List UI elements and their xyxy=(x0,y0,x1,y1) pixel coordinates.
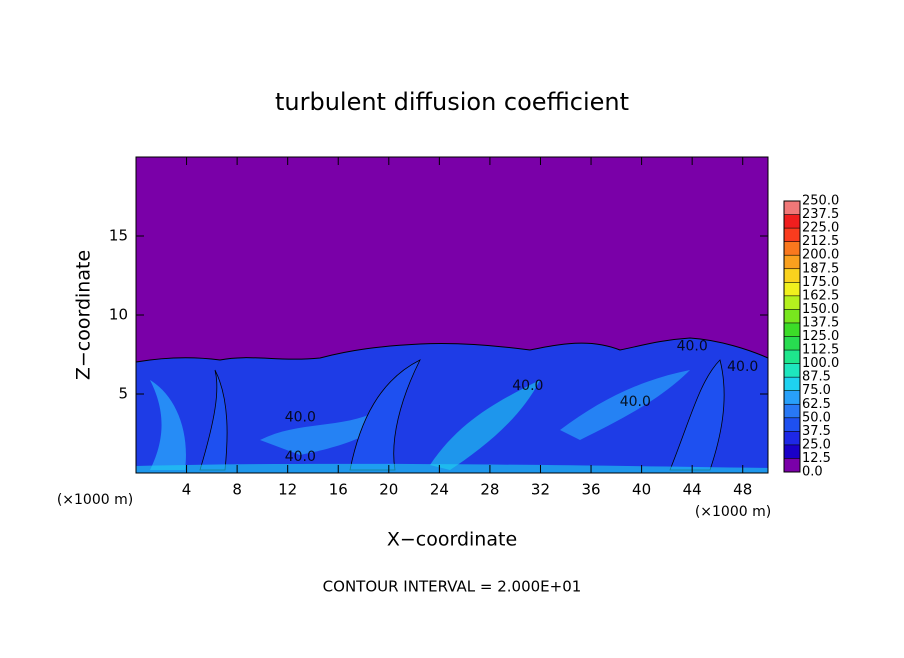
colorbar-bin xyxy=(784,431,800,445)
x-tick-label: 12 xyxy=(278,481,297,499)
x-axis-title: X−coordinate xyxy=(387,529,517,551)
colorbar-bin xyxy=(784,444,800,459)
contour-label: 40.0 xyxy=(285,449,316,465)
x-tick-label: 44 xyxy=(683,481,702,499)
chart-title: turbulent diffusion coefficient xyxy=(275,88,629,116)
colorbar-bin xyxy=(784,255,800,269)
colorbar-label: 125.0 xyxy=(802,329,839,344)
y-tick-label: 5 xyxy=(118,385,128,403)
x-unit-label: (×1000 m) xyxy=(695,504,771,520)
colorbar-bin xyxy=(784,295,800,310)
x-tick-label: 40 xyxy=(632,481,651,499)
colorbar-bin xyxy=(784,458,800,472)
colorbar-label: 50.0 xyxy=(802,410,831,425)
colorbar-bin xyxy=(784,363,800,378)
contour-label: 40.0 xyxy=(285,410,316,426)
y-tick-label: 15 xyxy=(109,227,128,245)
colorbar-label: 100.0 xyxy=(802,356,839,371)
colorbar-label: 162.5 xyxy=(802,288,839,303)
x-tick-label: 24 xyxy=(430,481,449,499)
x-tick-label: 48 xyxy=(733,481,752,499)
colorbar-bin xyxy=(784,214,800,229)
colorbar-bin xyxy=(784,336,800,351)
colorbar-bin xyxy=(784,241,800,256)
turbulent-region xyxy=(135,337,769,474)
footer-note: CONTOUR INTERVAL = 2.000E+01 xyxy=(323,578,582,596)
colorbar-label: 200.0 xyxy=(802,248,839,263)
colorbar-label: 212.5 xyxy=(802,234,839,249)
colorbar-label: 237.5 xyxy=(802,207,839,222)
contour-label: 40.0 xyxy=(727,359,758,375)
colorbar-label: 25.0 xyxy=(802,437,831,452)
colorbar-label: 62.5 xyxy=(802,397,831,412)
x-tick-label: 20 xyxy=(379,481,398,499)
contour-label: 40.0 xyxy=(512,378,543,394)
colorbar-label: 0.0 xyxy=(802,465,823,480)
colorbar-label: 112.5 xyxy=(802,343,839,358)
colorbar-bin xyxy=(784,417,800,432)
colorbar-label: 37.5 xyxy=(802,424,831,439)
colorbar-bin xyxy=(784,377,800,391)
colorbar-label: 150.0 xyxy=(802,302,839,317)
colorbar-bin xyxy=(784,390,800,405)
colorbar-bin xyxy=(784,350,800,364)
colorbar-label: 87.5 xyxy=(802,370,831,385)
colorbar-label: 12.5 xyxy=(802,451,831,466)
x-tick-label: 8 xyxy=(232,481,242,499)
colorbar-bin xyxy=(784,322,800,337)
colorbar-label: 75.0 xyxy=(802,383,831,398)
colorbar-label: 175.0 xyxy=(802,275,839,290)
colorbar-bin xyxy=(784,282,800,296)
contour-label: 40.0 xyxy=(620,394,651,410)
colorbar-label: 137.5 xyxy=(802,315,839,330)
x-tick-label: 4 xyxy=(182,481,192,499)
colorbar-label: 187.5 xyxy=(802,261,839,276)
x-tick-label: 32 xyxy=(531,481,550,499)
x-tick-label: 16 xyxy=(329,481,348,499)
colorbar-bin xyxy=(784,228,800,242)
colorbar-label: 225.0 xyxy=(802,221,839,236)
contour-label: 40.0 xyxy=(677,339,708,355)
colorbar-bin xyxy=(784,404,800,418)
x-tick-label: 28 xyxy=(480,481,499,499)
x-tick-label: 36 xyxy=(581,481,600,499)
x-unit-label: (×1000 m) xyxy=(57,492,133,508)
y-tick-label: 10 xyxy=(109,306,128,324)
colorbar-bin xyxy=(784,309,800,323)
colorbar-bin xyxy=(784,268,800,283)
colorbar-label: 250.0 xyxy=(802,194,839,209)
colorbar-bin xyxy=(784,201,800,215)
y-axis-title: Z−coordinate xyxy=(73,250,95,380)
